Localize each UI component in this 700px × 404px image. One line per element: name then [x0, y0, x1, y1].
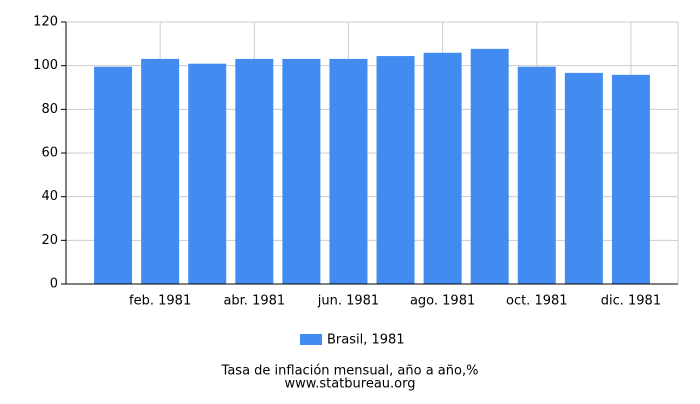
- bar: [141, 58, 180, 285]
- y-tick-label: 120: [33, 15, 58, 30]
- bar: [188, 63, 227, 285]
- x-tick-label: ago. 1981: [410, 294, 475, 309]
- bar: [282, 58, 321, 285]
- bar: [423, 52, 462, 284]
- y-tick-label: 20: [41, 233, 58, 248]
- y-tick-label: 40: [41, 189, 58, 204]
- bar: [235, 58, 274, 285]
- x-tick-label: jun. 1981: [317, 294, 379, 309]
- bar: [376, 56, 415, 285]
- legend-label: Brasil, 1981: [327, 333, 405, 348]
- bar: [94, 66, 133, 284]
- x-tick-label: abr. 1981: [223, 294, 285, 309]
- bar: [470, 48, 509, 285]
- y-tick-label: 0: [50, 277, 58, 292]
- chart-title: Tasa de inflación mensual, año a año,%: [221, 364, 479, 379]
- bar: [611, 74, 650, 284]
- source: www.statbureau.org: [285, 377, 416, 392]
- bar: [564, 72, 603, 284]
- y-tick-label: 60: [41, 146, 58, 161]
- x-tick-label: feb. 1981: [129, 294, 191, 309]
- y-tick-label: 80: [41, 102, 58, 117]
- legend-swatch: [300, 334, 322, 345]
- bar: [517, 66, 556, 284]
- y-tick-label: 100: [33, 58, 58, 73]
- x-tick-label: oct. 1981: [506, 294, 568, 309]
- x-tick-label: dic. 1981: [601, 294, 661, 309]
- bar: [329, 58, 368, 285]
